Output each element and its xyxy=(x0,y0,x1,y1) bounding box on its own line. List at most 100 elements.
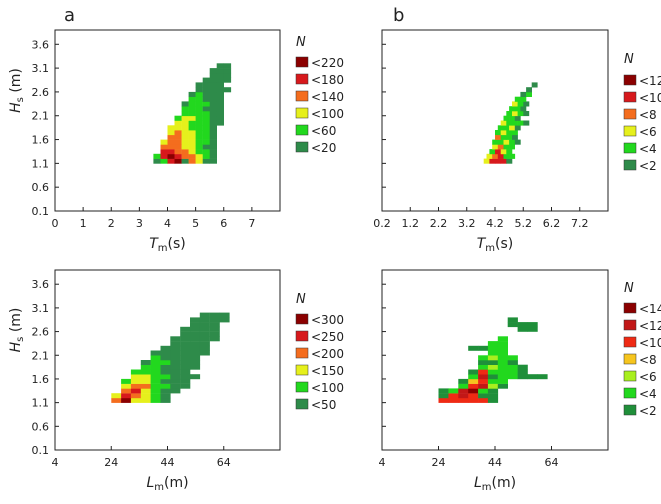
a-top-cell xyxy=(216,82,224,88)
a-bottom-cell xyxy=(199,322,210,328)
b-bottom-cell xyxy=(468,383,479,389)
a-top-cell xyxy=(181,153,189,159)
a-bottom-cell xyxy=(170,388,181,394)
b-top-cell xyxy=(495,130,501,136)
a-top-cell xyxy=(216,111,224,117)
a-top-cell xyxy=(202,101,210,107)
b-bottom-cell xyxy=(458,388,469,394)
a-top-cell xyxy=(181,158,189,164)
b-bottom-cell xyxy=(497,374,508,380)
a-bottom-cell xyxy=(209,336,220,342)
a-top-xtick-label: 6 xyxy=(220,217,227,230)
a-bottom-cell xyxy=(199,350,210,356)
a-top-ytick-label: 0.1 xyxy=(32,205,50,218)
b-top-cell xyxy=(503,144,510,150)
a-bottom-cell xyxy=(180,369,191,375)
a-bottom-cell xyxy=(170,369,181,375)
b-top-cell xyxy=(514,115,521,121)
b-bottom-cell xyxy=(527,326,538,332)
a-bottom-cell xyxy=(160,393,171,399)
b-bottom-cell xyxy=(478,360,489,365)
a-bottom-cell xyxy=(130,378,141,384)
a-top-cell xyxy=(195,111,203,117)
b-bottom-cell xyxy=(517,326,528,332)
a-bottom-cell xyxy=(150,383,161,389)
a-top-cell xyxy=(216,91,224,97)
a-bottom-cell xyxy=(170,345,181,351)
a-top-cell xyxy=(195,130,203,136)
a-bottom-cell xyxy=(121,397,132,403)
b-bottom-cell xyxy=(438,397,449,403)
a-bottom-cell xyxy=(150,388,161,394)
a-bottom-cell xyxy=(140,374,151,380)
b-bottom-xtick-label: 24 xyxy=(432,456,446,469)
b-top-legend-swatch xyxy=(623,74,637,86)
a-top-cell xyxy=(223,63,232,69)
a-top-cell xyxy=(181,130,189,136)
a-bottom-legend-swatch xyxy=(295,364,309,376)
a-top-cell xyxy=(209,134,217,140)
a-bottom-cell xyxy=(190,350,201,356)
b-top-legend-label: <4 xyxy=(639,142,657,156)
a-top-cell xyxy=(188,125,196,131)
b-top-cell xyxy=(520,96,527,102)
a-top-legend-title: N xyxy=(296,35,306,50)
a-top-ytick-label: 2.1 xyxy=(32,110,50,123)
a-top-cell xyxy=(188,111,196,117)
a-bottom-cell xyxy=(190,360,201,365)
b-bottom-cell xyxy=(478,383,489,389)
b-top-legend-swatch xyxy=(623,142,637,154)
a-top-cell xyxy=(174,134,182,140)
b-top-legend-swatch xyxy=(623,91,637,103)
a-bottom-cell xyxy=(130,383,141,389)
b-top-cell xyxy=(500,149,507,155)
a-top-ylabel: Hs (m) xyxy=(8,68,26,113)
a-top-cell xyxy=(188,130,196,136)
b-top-cell xyxy=(506,134,513,140)
a-bottom-cell xyxy=(180,326,191,332)
a-top-cell xyxy=(202,158,210,164)
a-top-cell xyxy=(216,106,224,112)
b-top-xtick-label: 6.2 xyxy=(543,217,561,230)
a-bottom-cell xyxy=(160,369,171,375)
panel-letter-a: a xyxy=(64,5,75,26)
b-top-cell xyxy=(509,139,515,145)
a-top-cell xyxy=(223,87,232,93)
a-bottom-cell xyxy=(170,355,181,361)
b-bottom-cell xyxy=(497,378,508,384)
b-bottom-cell xyxy=(507,374,518,380)
a-bottom-cell xyxy=(209,322,220,328)
a-top-cell xyxy=(188,120,196,126)
b-top-cell xyxy=(514,139,521,145)
b-top-cell xyxy=(509,144,515,150)
a-top-legend-swatch xyxy=(295,107,309,119)
b-top-cell xyxy=(486,153,493,159)
b-bottom-cell xyxy=(507,322,518,328)
b-bottom-cell xyxy=(507,364,518,370)
a-top-cell xyxy=(167,153,175,159)
b-top-xtick-label: 2.2 xyxy=(430,217,448,230)
a-bottom-cell xyxy=(130,369,141,375)
b-top-cell xyxy=(492,139,499,145)
a-top-cell xyxy=(181,106,189,112)
a-bottom-cell xyxy=(219,312,230,318)
a-bottom-cell xyxy=(190,317,201,323)
b-bottom-cell xyxy=(487,345,499,351)
a-top-cell xyxy=(202,96,210,102)
a-top-cell xyxy=(209,144,217,150)
a-bottom-cell xyxy=(160,360,171,365)
a-top-cell xyxy=(209,120,217,126)
a-top-xtick-label: 7 xyxy=(248,217,255,230)
a-bottom-cell xyxy=(121,388,132,394)
b-top-cell xyxy=(500,158,507,164)
a-top-cell xyxy=(216,72,224,78)
b-bottom-cell xyxy=(517,369,528,375)
a-top-cell xyxy=(160,153,168,159)
a-top-cell xyxy=(223,68,232,74)
a-bottom-cell xyxy=(160,364,171,370)
a-top-cell xyxy=(202,125,210,131)
a-top-cell xyxy=(188,115,196,121)
a-top-cell xyxy=(174,115,182,121)
a-bottom-cell xyxy=(180,383,191,389)
a-bottom-cell xyxy=(199,331,210,337)
